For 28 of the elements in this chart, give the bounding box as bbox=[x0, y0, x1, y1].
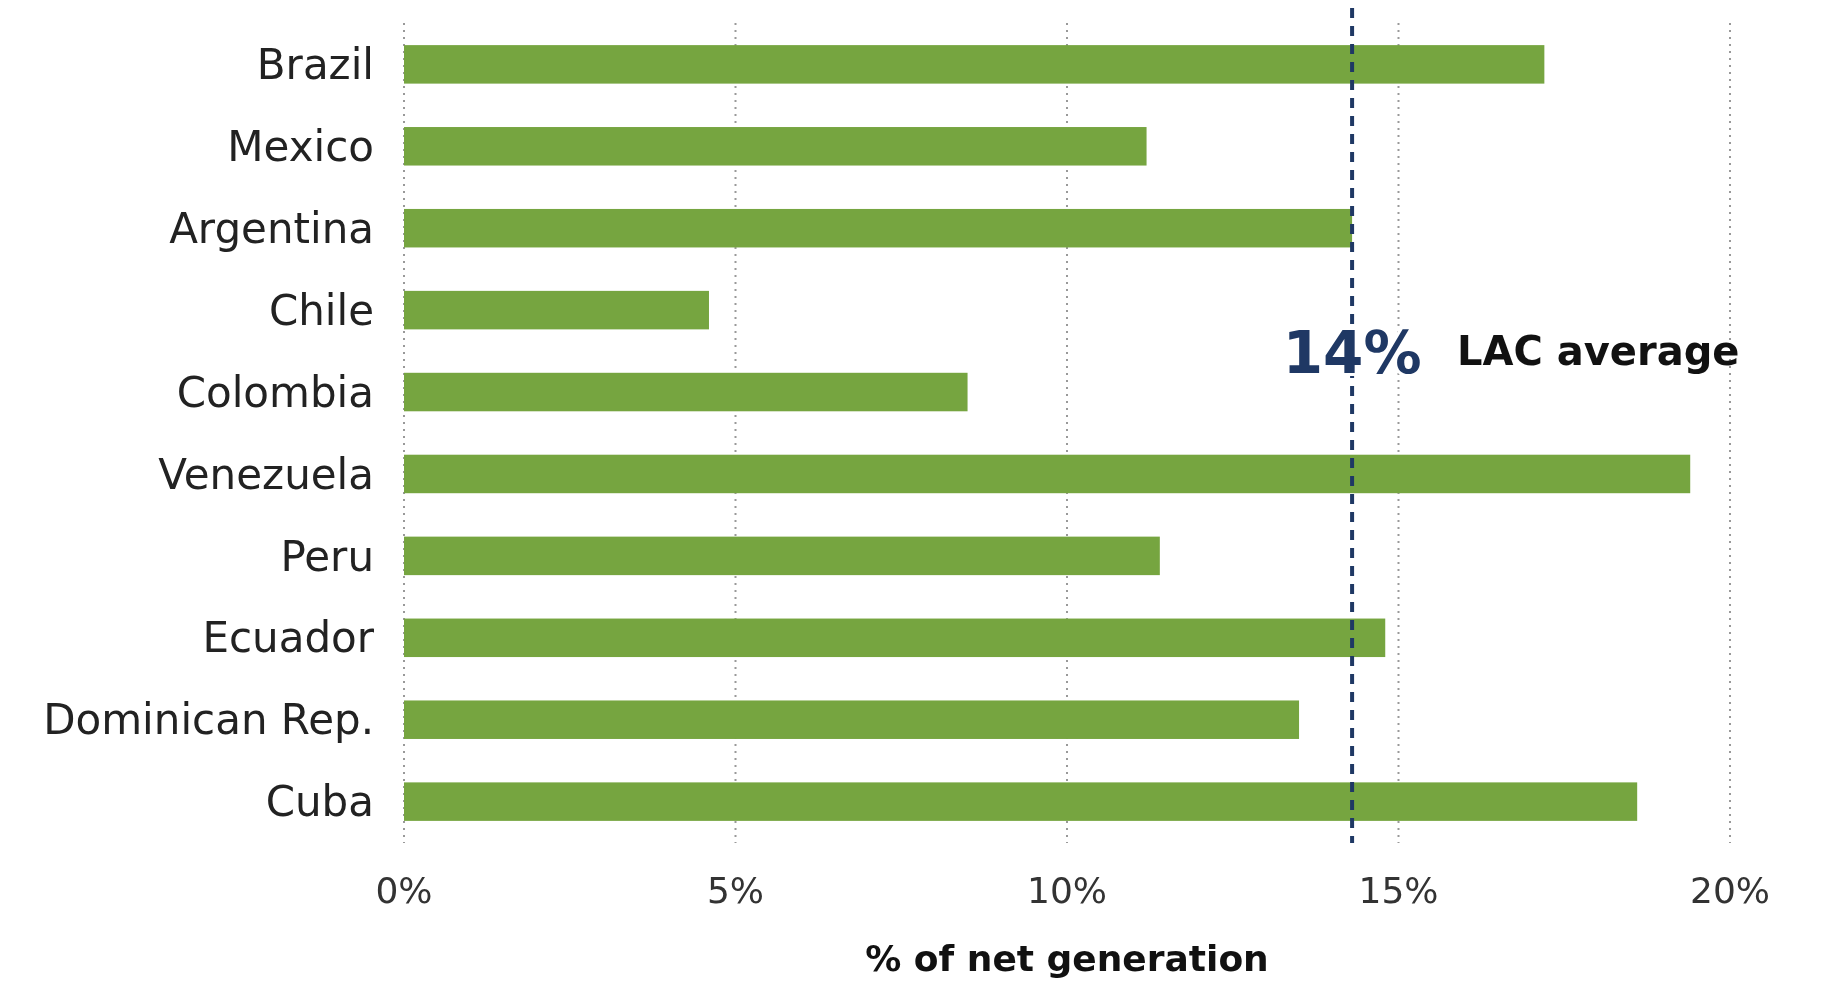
bar bbox=[404, 127, 1147, 166]
y-tick-label: Colombia bbox=[176, 367, 374, 417]
bar bbox=[404, 700, 1300, 739]
bar bbox=[404, 782, 1638, 821]
y-tick-label: Cuba bbox=[265, 777, 374, 827]
bar bbox=[404, 208, 1353, 248]
y-tick-label: Brazil bbox=[256, 40, 374, 90]
y-tick-label: Dominican Rep. bbox=[43, 695, 374, 745]
y-tick-label: Venezuela bbox=[158, 449, 374, 499]
bar bbox=[404, 536, 1160, 576]
bar bbox=[404, 618, 1386, 658]
y-tick-label: Chile bbox=[268, 285, 374, 335]
x-tick-label: 15% bbox=[1358, 870, 1439, 911]
y-tick-label: Mexico bbox=[227, 121, 374, 171]
bar bbox=[404, 45, 1545, 84]
x-tick-label: 5% bbox=[706, 870, 765, 911]
x-axis-title: % of net generation bbox=[865, 938, 1269, 979]
bar bbox=[404, 372, 968, 412]
annotation: 14% bbox=[1282, 318, 1422, 387]
bar bbox=[404, 454, 1691, 494]
ref-line-label: LAC average bbox=[1457, 327, 1740, 374]
x-tick-label: 10% bbox=[1026, 870, 1108, 911]
x-tick-label: 0% bbox=[375, 870, 433, 911]
y-tick-label: Ecuador bbox=[202, 613, 375, 663]
x-tick-label: 20% bbox=[1689, 870, 1771, 911]
y-tick-label: Argentina bbox=[169, 203, 374, 253]
bar bbox=[404, 290, 709, 330]
y-tick-label: Peru bbox=[280, 531, 374, 581]
